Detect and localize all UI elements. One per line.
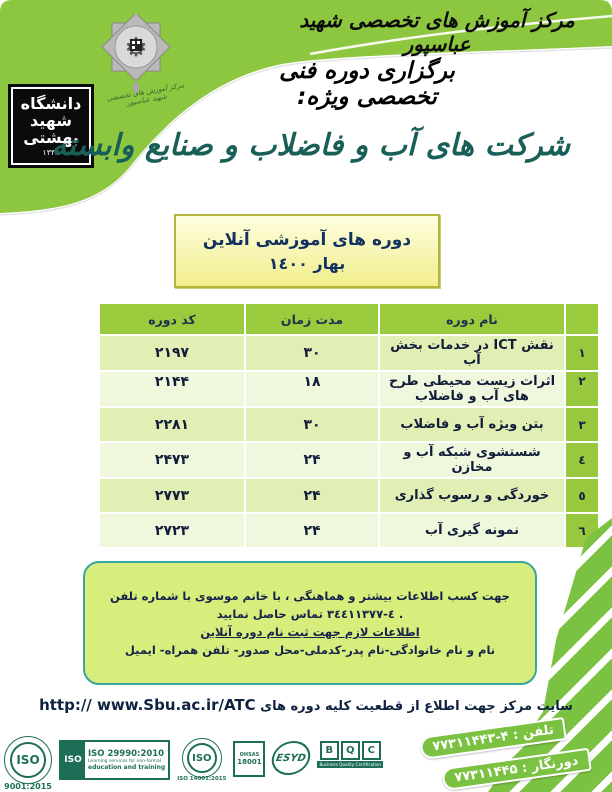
website-label: سایت مرکز جهت اطلاع از قطعیت کلیه دوره ه… (260, 699, 573, 714)
col-header-code: کد دوره (100, 304, 244, 334)
course-code: ۲۱۹۷ (100, 336, 244, 370)
website-line: سایت مرکز جهت اطلاع از قطعیت کلیه دوره ه… (36, 696, 576, 714)
iso-14001-logo: ISO ISO 14001:2015 (177, 736, 226, 782)
iso-29990-title: ISO 29990:2010 (88, 749, 165, 759)
contact-line-2: ٤-٣٤٤١١٣٧٧ تماس حاصل نمایید . (216, 607, 404, 621)
iso-29990-sub1: Learning services for non-formal (88, 759, 162, 764)
iso-29990-sub2: education and training (88, 764, 166, 771)
course-duration: ۲۴ (246, 514, 378, 547)
contact-line-3: اطلاعات لازم جهت ثبت نام دوره آنلاین (200, 625, 420, 639)
iso-14001-code: ISO 14001:2015 (177, 776, 227, 782)
iso-9001-text: ISO (10, 742, 46, 778)
row-index: ٤ (566, 443, 598, 477)
title-box: دوره های آموزشی آنلاین بهار ١٤٠٠ (174, 214, 440, 288)
course-code: ۲۲۸۱ (100, 408, 244, 441)
sbu-logo-year: ۱۳۳۸ (42, 148, 60, 158)
course-code: ۲۷۷۳ (100, 479, 244, 512)
bqc-logo: B Q C Business Quality Certification (317, 741, 384, 768)
course-name: بتن ویژه آب و فاضلاب (380, 408, 564, 441)
course-name: اثرات زیست محیطی طرح های آب و فاضلاب (380, 372, 564, 406)
event-line-calligraphy: برگزاری دوره فنی تخصصی ویژه: (279, 58, 455, 110)
course-code: ۲۱۴۴ (100, 372, 244, 406)
ohsas-code: 18001 (237, 758, 262, 766)
esyd-logo: ESYD (269, 736, 314, 775)
header-swoosh-edge (0, 47, 612, 216)
course-name: نمونه گیری آب (380, 514, 564, 547)
row-index: ٢ (566, 372, 598, 406)
row-index: ١ (566, 336, 598, 370)
ohsas-logo: OHSAS 18001 (233, 736, 266, 777)
esyd-text: ESYD (269, 741, 314, 775)
row-index: ٣ (566, 408, 598, 441)
col-header-name: نام دوره (380, 304, 564, 334)
index-header-cell (566, 304, 598, 334)
table-row: ١ نقش ICT در خدمات بخش آب ۳۰ ۲۱۹۷ (100, 336, 598, 370)
phone-number: ۷۷۳۱۱۴۴۳-۴ (431, 728, 510, 755)
contact-line-4: نام و نام خانوادگی-نام پدر-کدملی-محل صدو… (124, 643, 496, 657)
iso-9001-logo: ISO 9001:2015 (4, 736, 52, 791)
table-row: ٦ نمونه گیری آب ۲۴ ۲۷۲۳ (100, 514, 598, 547)
course-duration: ۲۴ (246, 443, 378, 477)
iso-9001-ring: ISO (4, 736, 52, 784)
table-row: ٣ بتن ویژه آب و فاضلاب ۳۰ ۲۲۸۱ (100, 408, 598, 441)
sbu-logo-text: دانشگاه شهید بهشتی (20, 93, 82, 148)
course-duration: ۲۴ (246, 479, 378, 512)
title-line-1: دوره های آموزشی آنلاین (202, 229, 412, 250)
course-name: شستشوی شبکه آب و مخازن (380, 443, 564, 477)
iso-9001-code: 9001:2015 (4, 782, 52, 791)
course-duration: ۳۰ (246, 408, 378, 441)
table-row: ٢ اثرات زیست محیطی طرح های آب و فاضلاب ۱… (100, 372, 598, 406)
sbu-logo: دانشگاه شهید بهشتی ۱۳۳۸ (8, 84, 94, 168)
emblem-tassel (132, 80, 140, 96)
abbaspour-emblem-icon: ⚙ (101, 14, 171, 96)
course-code: ۲۴۷۳ (100, 443, 244, 477)
iso-14001-ring: ISO (181, 738, 222, 778)
certifications-row: ISO 9001:2015 ISO ISO 29990:2010 Learnin… (4, 736, 384, 791)
title-line-2: بهار ١٤٠٠ (268, 253, 346, 273)
fax-label: دورنگار : (520, 753, 580, 777)
contact-box: جهت کسب اطلاعات بیشتر و هماهنگی ، با خان… (83, 561, 537, 685)
course-name: نقش ICT در خدمات بخش آب (380, 336, 564, 370)
row-index: ٥ (566, 479, 598, 512)
bqc-letter-c: C (361, 741, 381, 760)
course-duration: ۱۸ (246, 372, 378, 406)
fax-number: ۷۷۳۱۱۴۴۵ (453, 761, 519, 786)
course-duration: ۳۰ (246, 336, 378, 370)
bqc-caption: Business Quality Certification (317, 761, 384, 768)
audience-line-calligraphy: شرکت های آب و فاضلاب و صنایع وابسته (51, 128, 570, 163)
iso-29990-badge: ISO (61, 742, 85, 778)
contact-line-1: جهت کسب اطلاعات بیشتر و هماهنگی ، با خان… (110, 589, 510, 603)
iso-29990-logo: ISO ISO 29990:2010 Learning services for… (59, 736, 171, 780)
table-row: ٥ خوردگی و رسوب گذاری ۲۴ ۲۷۷۳ (100, 479, 598, 512)
table-header-row: نام دوره مدت زمان کد دوره (100, 304, 598, 334)
website-url[interactable]: http:// www.Sbu.ac.ir/ATC (39, 696, 256, 714)
bqc-letter-q: Q (340, 741, 360, 760)
col-header-duration: مدت زمان (246, 304, 378, 334)
course-code: ۲۷۲۳ (100, 514, 244, 547)
center-name-calligraphy: مرکز آموزش های تخصصی شهید عباسپور (299, 8, 575, 56)
ohsas-name: OHSAS (239, 752, 260, 758)
course-table: نام دوره مدت زمان کد دوره ١ نقش ICT در خ… (98, 302, 600, 549)
course-name: خوردگی و رسوب گذاری (380, 479, 564, 512)
table-row: ٤ شستشوی شبکه آب و مخازن ۲۴ ۲۴۷۳ (100, 443, 598, 477)
iso-14001-text: ISO (186, 743, 217, 773)
header-arc-decor (309, 14, 612, 56)
phone-label: تلفن : (512, 722, 555, 744)
bqc-letter-b: B (319, 741, 339, 760)
